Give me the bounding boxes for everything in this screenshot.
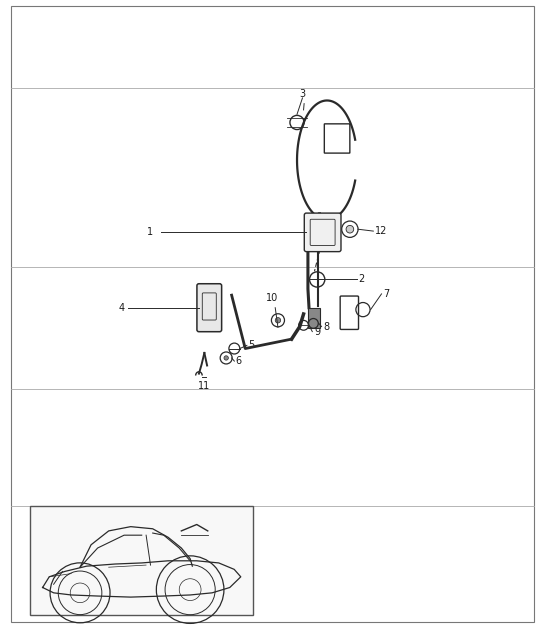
Text: 11: 11 bbox=[198, 381, 210, 391]
FancyBboxPatch shape bbox=[304, 213, 341, 252]
Text: 2: 2 bbox=[359, 274, 365, 284]
Text: 9: 9 bbox=[314, 327, 320, 337]
Text: 12: 12 bbox=[375, 226, 387, 236]
FancyBboxPatch shape bbox=[197, 284, 222, 332]
Circle shape bbox=[224, 356, 228, 360]
Bar bbox=[308, 308, 320, 328]
Text: 4: 4 bbox=[118, 303, 124, 313]
Text: 8: 8 bbox=[323, 322, 329, 332]
Circle shape bbox=[346, 225, 354, 233]
Text: 10: 10 bbox=[267, 293, 278, 303]
Text: 1: 1 bbox=[147, 227, 153, 237]
Circle shape bbox=[275, 318, 281, 323]
Text: 6: 6 bbox=[235, 356, 241, 366]
Text: 3: 3 bbox=[299, 89, 306, 99]
Bar bbox=[30, 506, 253, 615]
Text: 7: 7 bbox=[383, 289, 389, 299]
Text: 5: 5 bbox=[249, 340, 255, 350]
